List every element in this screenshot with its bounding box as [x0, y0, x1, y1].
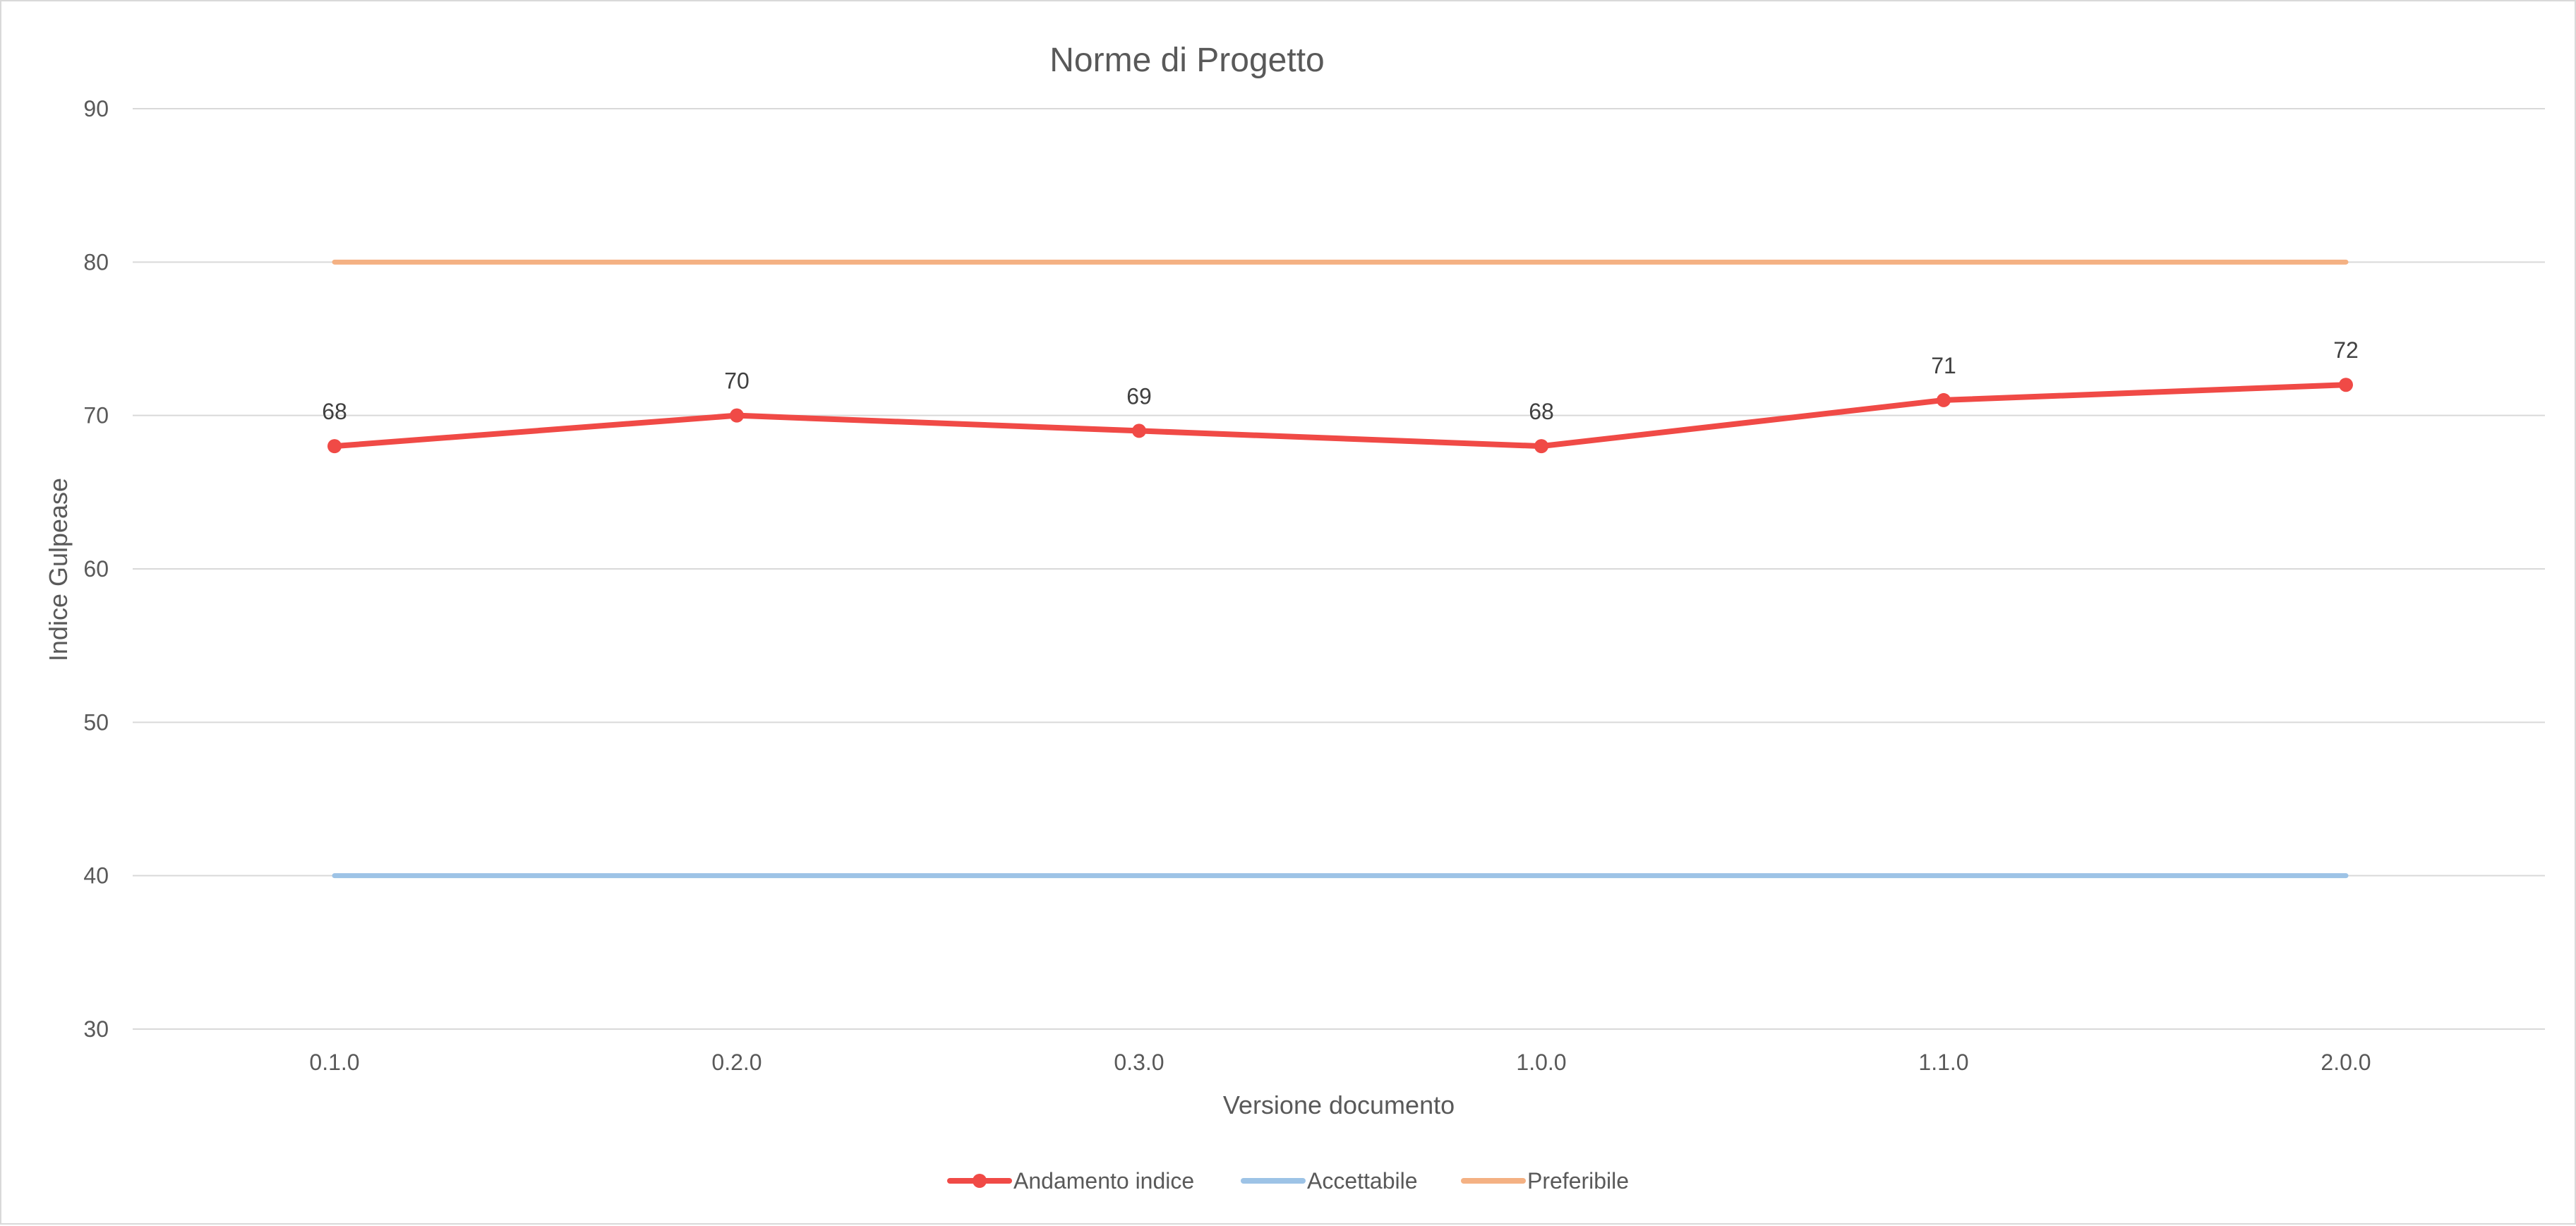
legend-label-accettabile: Accettabile [1307, 1168, 1418, 1194]
y-axis-title: Indice Gulpease [44, 478, 73, 661]
chart-title: Norme di Progetto [1049, 42, 1325, 79]
x-tick-label: 0.1.0 [309, 1050, 359, 1075]
x-tick-label: 2.0.0 [2321, 1050, 2371, 1075]
data-point [1534, 439, 1548, 454]
data-label: 72 [2333, 337, 2359, 363]
gridlines [133, 108, 2545, 1030]
x-tick-label: 0.3.0 [1114, 1050, 1164, 1075]
x-axis-ticks: 0.1.0 0.2.0 0.3.0 1.0.0 1.1.0 2.0.0 [309, 1050, 2371, 1075]
y-axis-ticks: 30 40 50 60 70 80 90 [83, 96, 109, 1042]
x-axis-title: Versione documento [1223, 1090, 1455, 1119]
data-label: 69 [1126, 383, 1152, 409]
series-line-andamento-indice [332, 382, 2349, 450]
data-label: 70 [724, 368, 750, 394]
y-tick-label: 30 [83, 1016, 109, 1042]
data-point [1937, 392, 1951, 407]
y-tick-label: 90 [83, 96, 109, 121]
data-label: 68 [1529, 399, 1554, 424]
y-tick-label: 50 [83, 709, 109, 735]
data-point [2339, 378, 2353, 392]
legend-marker [973, 1174, 987, 1188]
x-tick-label: 1.0.0 [1516, 1050, 1566, 1075]
data-point [730, 408, 744, 423]
legend: Andamento indice Accettabile Preferibile [947, 1168, 1629, 1194]
y-tick-label: 70 [83, 403, 109, 428]
legend-label-andamento-indice: Andamento indice [1013, 1168, 1194, 1194]
y-tick-label: 40 [83, 863, 109, 889]
legend-label-preferibile: Preferibile [1527, 1168, 1629, 1194]
y-tick-label: 60 [83, 556, 109, 582]
data-point [1132, 423, 1146, 438]
data-label: 68 [322, 399, 347, 424]
y-tick-label: 80 [83, 249, 109, 275]
x-tick-label: 0.2.0 [711, 1050, 762, 1075]
series-layer [327, 259, 2353, 879]
data-point [327, 439, 342, 454]
data-label: 71 [1931, 353, 1956, 378]
x-tick-label: 1.1.0 [1918, 1050, 1968, 1075]
data-labels: 68 70 69 68 71 72 [322, 337, 2359, 424]
